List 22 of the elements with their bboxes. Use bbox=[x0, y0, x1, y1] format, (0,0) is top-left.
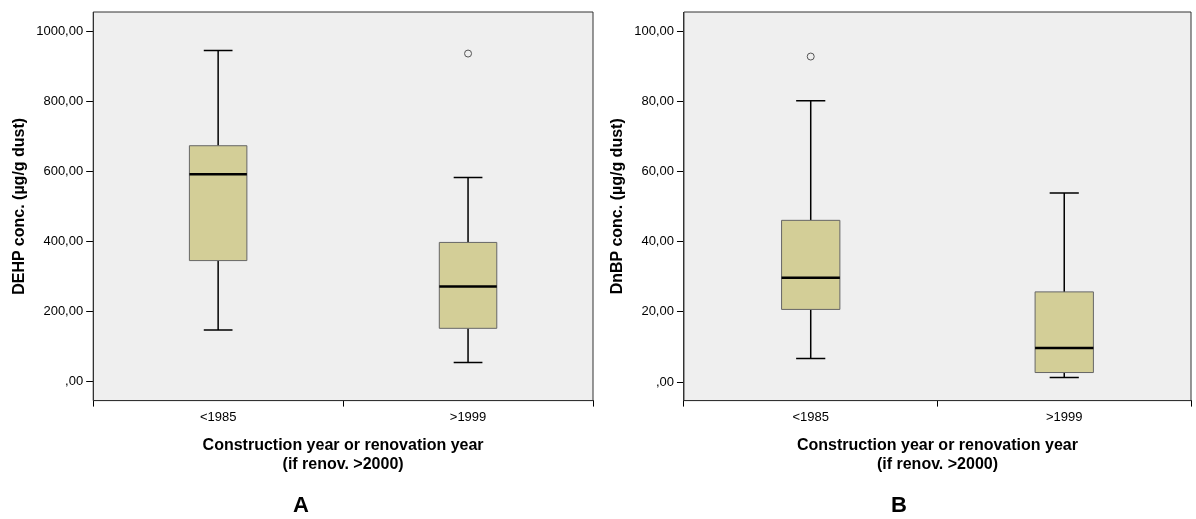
y-tick-label: 600,00 bbox=[43, 163, 84, 179]
y-tick-label: 20,00 bbox=[641, 303, 674, 319]
y-tick-label: 80,00 bbox=[641, 93, 674, 109]
y-axis-title: DnBP conc. (µg/g dust) bbox=[608, 118, 626, 295]
y-tick-label: ,00 bbox=[655, 373, 674, 389]
text: A bbox=[293, 491, 310, 517]
y-tick-label: 400,00 bbox=[43, 232, 84, 248]
x-axis-title: Construction year or renovation year (if renov. >2000) bbox=[797, 436, 1078, 473]
x-tick-label: >1999 bbox=[1045, 408, 1083, 424]
y-tick-label: ,00 bbox=[65, 372, 84, 388]
x-axis-title: Construction year or renovation year (if renov. >2000) bbox=[202, 436, 484, 473]
x-tick-label: >1999 bbox=[449, 408, 487, 424]
y-tick-label: 800,00 bbox=[43, 93, 84, 109]
text: B bbox=[891, 491, 907, 517]
x-tick-label: <1985 bbox=[199, 408, 237, 424]
x-tick-label: <1985 bbox=[792, 408, 829, 424]
y-axis-title: DEHP conc. (µg/g dust) bbox=[10, 117, 28, 295]
y-tick-label: 100,00 bbox=[634, 22, 674, 38]
y-tick-label: 60,00 bbox=[641, 163, 674, 179]
y-tick-label: 40,00 bbox=[641, 233, 674, 249]
y-tick-label: 200,00 bbox=[43, 302, 84, 318]
y-tick-label: 1000,00 bbox=[36, 23, 84, 39]
